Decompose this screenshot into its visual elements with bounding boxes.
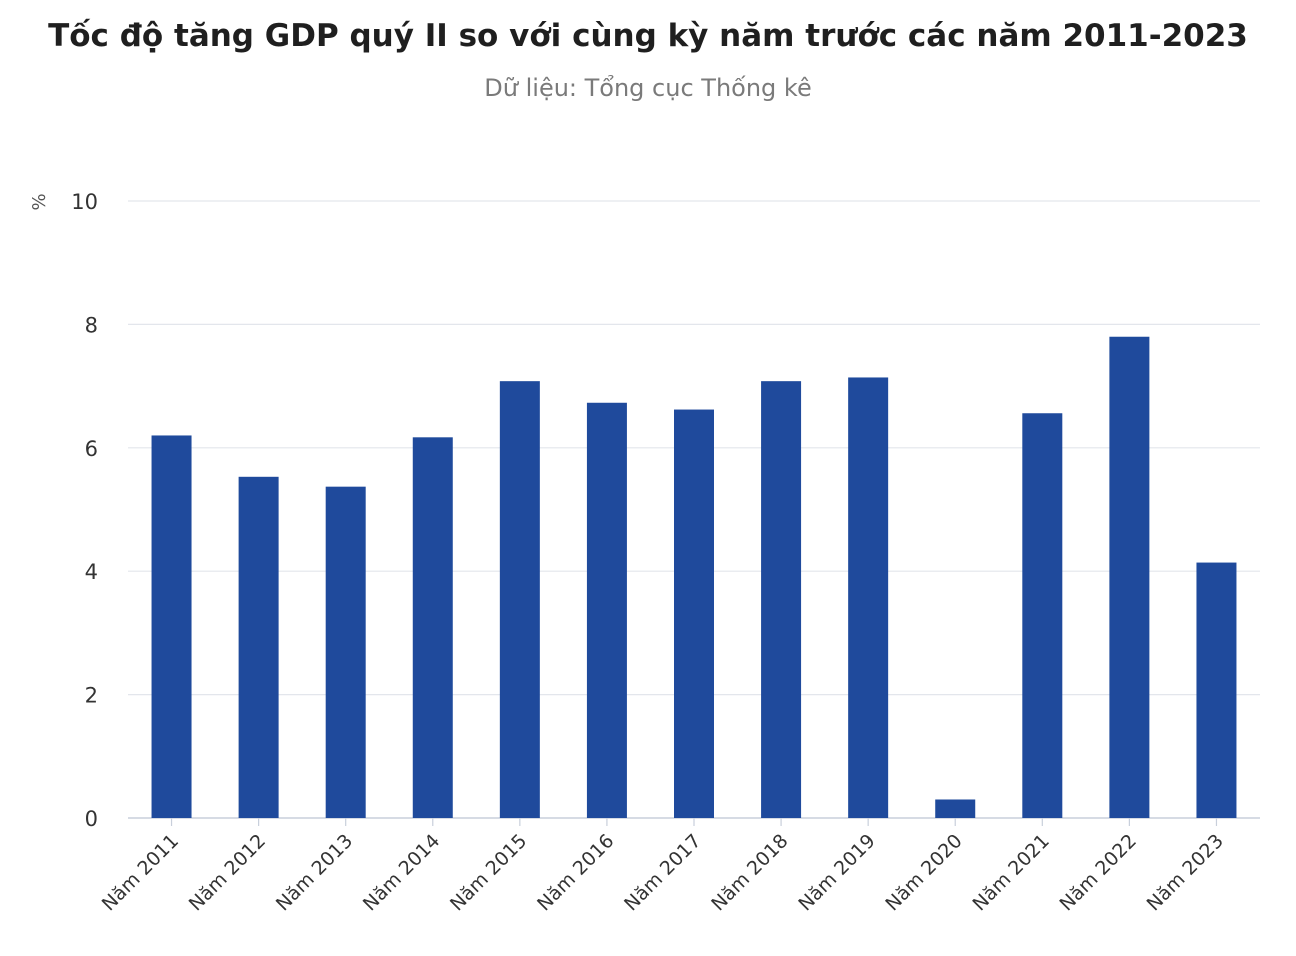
bar xyxy=(151,435,192,818)
bar xyxy=(1196,562,1237,818)
bar xyxy=(499,381,540,818)
bar xyxy=(935,799,976,818)
x-tick-label: Năm 2016 xyxy=(533,830,618,915)
x-tick-label: Năm 2017 xyxy=(620,830,705,915)
bar xyxy=(674,409,714,818)
chart-title: Tốc độ tăng GDP quý II so với cùng kỳ nă… xyxy=(48,18,1248,54)
x-tick-label: Năm 2011 xyxy=(98,830,183,915)
x-tick-label: Năm 2020 xyxy=(881,830,966,915)
y-tick-label: 8 xyxy=(85,313,98,337)
y-axis-ticks: 0 2 4 6 8 10 xyxy=(71,190,98,831)
x-tick-label: Năm 2018 xyxy=(707,830,792,915)
x-tick-label: Năm 2021 xyxy=(968,830,1053,915)
x-tick-label: Năm 2022 xyxy=(1056,830,1141,915)
bar xyxy=(761,381,802,818)
x-tick-label: Năm 2019 xyxy=(794,830,879,915)
bar xyxy=(238,476,279,818)
x-tick-label: Năm 2012 xyxy=(185,830,270,915)
x-tick-label: Năm 2015 xyxy=(446,830,531,915)
x-axis-ticks: Năm 2011 Năm 2012 Năm 2013 Năm 2014 Năm 2015… xyxy=(98,818,1228,915)
y-tick-label: 4 xyxy=(85,560,98,584)
bar xyxy=(1109,336,1150,818)
x-tick-label: Năm 2013 xyxy=(272,830,357,915)
chart-subtitle: Dữ liệu: Tổng cục Thống kê xyxy=(484,74,812,102)
y-axis-label: % xyxy=(29,193,50,210)
bars xyxy=(151,336,1237,818)
y-tick-label: 10 xyxy=(71,190,98,214)
bar xyxy=(1022,413,1063,818)
x-tick-label: Năm 2023 xyxy=(1143,830,1228,915)
bar xyxy=(325,486,366,818)
bar xyxy=(412,437,453,818)
y-tick-label: 2 xyxy=(85,684,98,708)
y-tick-label: 6 xyxy=(85,437,98,461)
bar xyxy=(848,377,889,818)
y-tick-label: 0 xyxy=(85,807,98,831)
x-tick-label: Năm 2014 xyxy=(359,830,444,915)
bar xyxy=(586,402,627,818)
